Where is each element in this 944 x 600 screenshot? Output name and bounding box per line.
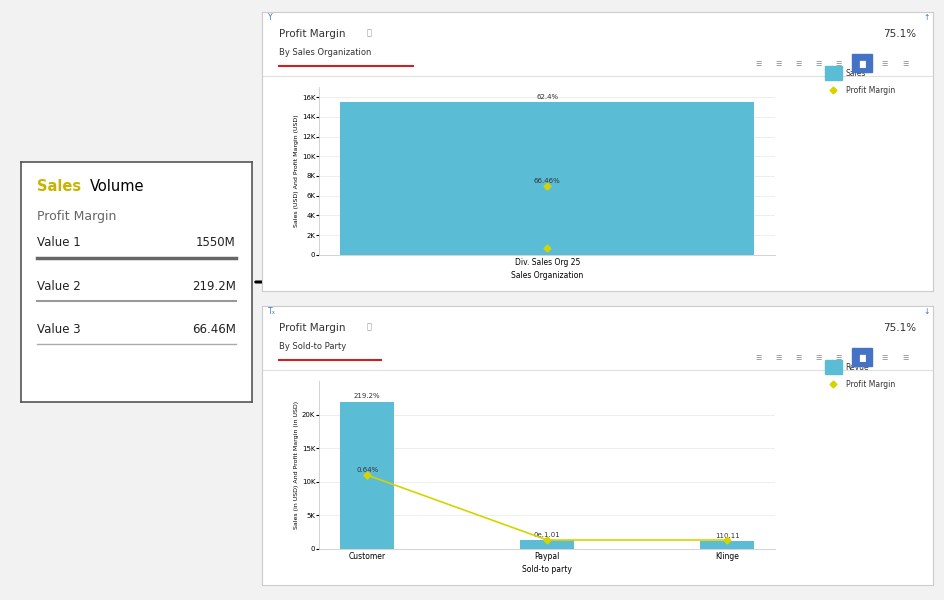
Text: 0.64%: 0.64% bbox=[356, 467, 379, 473]
Text: ☰: ☰ bbox=[882, 61, 887, 67]
Text: Profit Margin: Profit Margin bbox=[279, 29, 346, 39]
Text: 75.1%: 75.1% bbox=[883, 29, 916, 39]
Text: 1550M: 1550M bbox=[196, 236, 236, 250]
Text: 219.2%: 219.2% bbox=[354, 394, 380, 400]
Text: Profit Margin: Profit Margin bbox=[846, 380, 895, 389]
Text: 66.46M: 66.46M bbox=[192, 323, 236, 336]
Text: ☰: ☰ bbox=[755, 61, 762, 67]
Text: ☰: ☰ bbox=[835, 61, 842, 67]
Text: Value 1: Value 1 bbox=[37, 236, 80, 250]
Text: Profit Margin: Profit Margin bbox=[37, 210, 116, 223]
Bar bbox=[520, 540, 574, 549]
Text: Profit Margin: Profit Margin bbox=[846, 86, 895, 95]
Text: Tₓ: Tₓ bbox=[268, 307, 276, 316]
Y-axis label: Sales (in USD) And Profit Margin (in USD): Sales (in USD) And Profit Margin (in USD… bbox=[294, 401, 299, 529]
Text: ↑: ↑ bbox=[923, 13, 929, 22]
Text: ☰: ☰ bbox=[835, 355, 842, 361]
Text: ☰: ☰ bbox=[902, 61, 909, 67]
Bar bbox=[340, 402, 395, 549]
Text: ☰: ☰ bbox=[882, 355, 887, 361]
Text: ▇: ▇ bbox=[859, 353, 866, 362]
Text: ☰: ☰ bbox=[775, 61, 782, 67]
Text: ▇: ▇ bbox=[859, 59, 866, 68]
Text: ☰: ☰ bbox=[775, 355, 782, 361]
Bar bbox=[852, 348, 872, 366]
Text: 62.4%: 62.4% bbox=[536, 94, 558, 100]
Text: Value 3: Value 3 bbox=[37, 323, 80, 336]
Text: 66.46%: 66.46% bbox=[534, 178, 561, 184]
Text: ☰: ☰ bbox=[816, 61, 822, 67]
Text: Volume: Volume bbox=[91, 179, 144, 194]
Text: ⓘ: ⓘ bbox=[366, 29, 371, 38]
Text: Sales: Sales bbox=[846, 69, 866, 78]
Text: By Sales Organization: By Sales Organization bbox=[279, 48, 372, 57]
Text: Profit Margin: Profit Margin bbox=[279, 323, 346, 333]
Text: Sales: Sales bbox=[37, 179, 81, 194]
Bar bbox=[825, 67, 842, 80]
Text: 75.1%: 75.1% bbox=[883, 323, 916, 333]
Text: ☰: ☰ bbox=[796, 61, 801, 67]
Text: ☰: ☰ bbox=[902, 355, 909, 361]
Text: ⓘ: ⓘ bbox=[366, 323, 371, 332]
Text: Value 2: Value 2 bbox=[37, 280, 80, 293]
Text: ☰: ☰ bbox=[755, 355, 762, 361]
Text: Revue: Revue bbox=[846, 363, 869, 372]
X-axis label: Sales Organization: Sales Organization bbox=[511, 271, 583, 280]
Text: Y: Y bbox=[268, 13, 273, 22]
Text: ☰: ☰ bbox=[816, 355, 822, 361]
Bar bbox=[852, 54, 872, 72]
Text: By Sold-to Party: By Sold-to Party bbox=[279, 342, 346, 351]
Text: ☰: ☰ bbox=[796, 355, 801, 361]
Y-axis label: Sales (USD) And Profit Margin (USD): Sales (USD) And Profit Margin (USD) bbox=[294, 115, 299, 227]
Text: 110.11: 110.11 bbox=[715, 533, 740, 539]
X-axis label: Sold-to party: Sold-to party bbox=[522, 565, 572, 574]
Bar bbox=[825, 361, 842, 374]
Text: ↓: ↓ bbox=[923, 307, 929, 316]
Text: 219.2M: 219.2M bbox=[192, 280, 236, 293]
Bar bbox=[700, 541, 754, 549]
Text: 0e.1.01: 0e.1.01 bbox=[534, 532, 561, 538]
